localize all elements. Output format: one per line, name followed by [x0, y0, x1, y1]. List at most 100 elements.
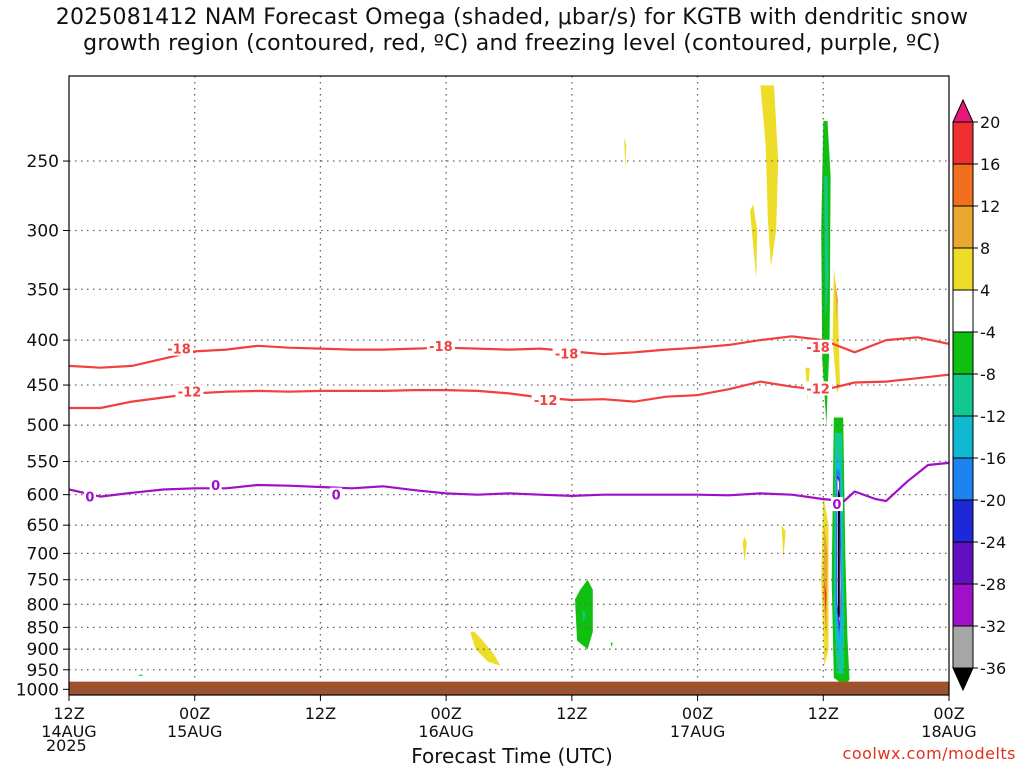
omega-shaded-region-2	[624, 137, 627, 169]
contour-label-bg-1	[426, 338, 455, 353]
x-tick-label-72: 12Z	[808, 704, 839, 723]
omega-shaded-region-9	[824, 176, 829, 321]
colorbar-label-3: 8	[980, 239, 990, 258]
y-tick-label-700: 700	[27, 544, 59, 564]
contour-label-bg-4	[175, 384, 204, 399]
contour-label-10: 0	[832, 498, 841, 513]
colorbar-label-8: -16	[980, 449, 1006, 468]
contour-label-8: 0	[211, 479, 220, 494]
contour-label-bg-8	[209, 478, 222, 493]
colorbar-box-5	[952, 331, 974, 375]
x-axis-year-label: 2025	[46, 736, 87, 755]
y-tick-label-750: 750	[27, 571, 59, 591]
contour-label-bg-5	[531, 392, 560, 407]
colorbar-bottom-arrow	[952, 667, 974, 692]
omega-shaded-region-20	[470, 631, 501, 666]
contour-label-5: -12	[534, 394, 558, 409]
y-tick-label-450: 450	[27, 376, 59, 396]
contour-label-bg-10	[830, 497, 843, 512]
x-tick-date-label-0: 14AUG	[41, 722, 96, 741]
colorbar-label-2: 12	[980, 197, 1000, 216]
colorbar-box-3	[952, 247, 974, 291]
contour-label-bg-3	[804, 339, 833, 354]
contour-label-bg-7	[83, 489, 96, 504]
contour-label-9: 0	[332, 489, 341, 504]
x-tick-date-label-12: 15AUG	[167, 722, 222, 741]
contour-label-1: -18	[429, 340, 453, 355]
colorbar-box-0	[952, 121, 974, 165]
contour-label-bg-2	[552, 346, 581, 361]
y-tick-label-950: 950	[27, 661, 59, 681]
x-tick-label-60: 00Z	[682, 704, 713, 723]
omega-shaded-region-12	[824, 579, 827, 614]
terrain-ground	[69, 681, 949, 695]
contour-label-2: -18	[555, 347, 579, 362]
colorbar-box-8	[952, 457, 974, 501]
colorbar-label-0: 20	[980, 113, 1000, 132]
colorbar-box-4	[952, 289, 974, 333]
y-tick-label-600: 600	[27, 486, 59, 506]
x-tick-label-24: 12Z	[305, 704, 336, 723]
colorbar-box-2	[952, 205, 974, 249]
plot-area: -18 -18 -18 -18 -12 -12 -12 0 0 0 0	[69, 76, 949, 695]
x-axis-title: Forecast Time (UTC)	[411, 744, 613, 768]
contour-label-0: -18	[167, 343, 191, 358]
omega-shaded-region-4	[742, 536, 747, 562]
colorbar-box-10	[952, 541, 974, 585]
y-tick-label-1000: 1000	[16, 680, 59, 700]
y-tick-label-250: 250	[27, 152, 59, 172]
colorbar-label-1: 16	[980, 155, 1000, 174]
omega-shaded-region-23	[582, 609, 586, 623]
colorbar-box-7	[952, 415, 974, 459]
x-tick-label-12: 00Z	[179, 704, 210, 723]
x-tick-date-label-36: 16AUG	[418, 722, 473, 741]
colorbar-box-6	[952, 373, 974, 417]
x-tick-label-36: 00Z	[430, 704, 461, 723]
y-tick-label-400: 400	[27, 331, 59, 351]
colorbar-box-11	[952, 583, 974, 627]
contour-label-bg-9	[330, 487, 343, 502]
colorbar-box-9	[952, 499, 974, 543]
colorbar-label-6: -8	[980, 365, 996, 384]
contour-label-bg-0	[165, 341, 193, 356]
colorbar-label-9: -20	[980, 491, 1006, 510]
y-tick-label-650: 650	[27, 516, 59, 536]
omega-shaded-region-19	[838, 488, 840, 619]
source-credit: coolwx.com/modelts	[842, 744, 1016, 763]
x-tick-label-0: 12Z	[53, 704, 84, 723]
y-tick-label-500: 500	[27, 416, 59, 436]
colorbar-label-11: -28	[980, 575, 1006, 594]
omega-shaded-region-7	[834, 278, 838, 321]
colorbar-box-12	[952, 625, 974, 669]
contour-label-bg-6	[804, 381, 833, 396]
x-tick-date-label-84: 18AUG	[921, 722, 976, 741]
omega-shaded-region-5	[781, 525, 786, 559]
colorbar-label-4: 4	[980, 281, 990, 300]
omega-shaded-region-1	[750, 204, 758, 279]
colorbar-label-10: -24	[980, 533, 1006, 552]
contour-label-4: -12	[178, 386, 202, 401]
contour-label-3: -18	[806, 341, 830, 356]
contour-line-1--12	[69, 373, 949, 410]
y-tick-label-550: 550	[27, 453, 59, 473]
contour-line-0--18	[69, 335, 949, 369]
colorbar-box-1	[952, 163, 974, 207]
colorbar-label-5: -4	[980, 323, 996, 342]
y-tick-label-850: 850	[27, 618, 59, 638]
chart-title-line-1: 2025081412 NAM Forecast Omega (shaded, μ…	[55, 5, 969, 30]
colorbar-top-arrow	[952, 98, 974, 123]
chart-title-line-2: growth region (contoured, red, ºC) and f…	[83, 31, 941, 56]
colorbar-label-12: -32	[980, 617, 1006, 636]
x-tick-label-48: 12Z	[556, 704, 587, 723]
colorbar-label-7: -12	[980, 407, 1006, 426]
x-tick-date-label-60: 17AUG	[670, 722, 725, 741]
x-tick-label-84: 00Z	[933, 704, 964, 723]
omega-shaded-region-0	[760, 85, 779, 267]
colorbar-label-13: -36	[980, 659, 1006, 678]
y-tick-label-350: 350	[27, 280, 59, 300]
omega-shaded-region-24	[610, 642, 613, 648]
y-tick-label-800: 800	[27, 595, 59, 615]
contour-line-2-0	[69, 461, 949, 503]
contour-label-6: -12	[806, 382, 830, 397]
